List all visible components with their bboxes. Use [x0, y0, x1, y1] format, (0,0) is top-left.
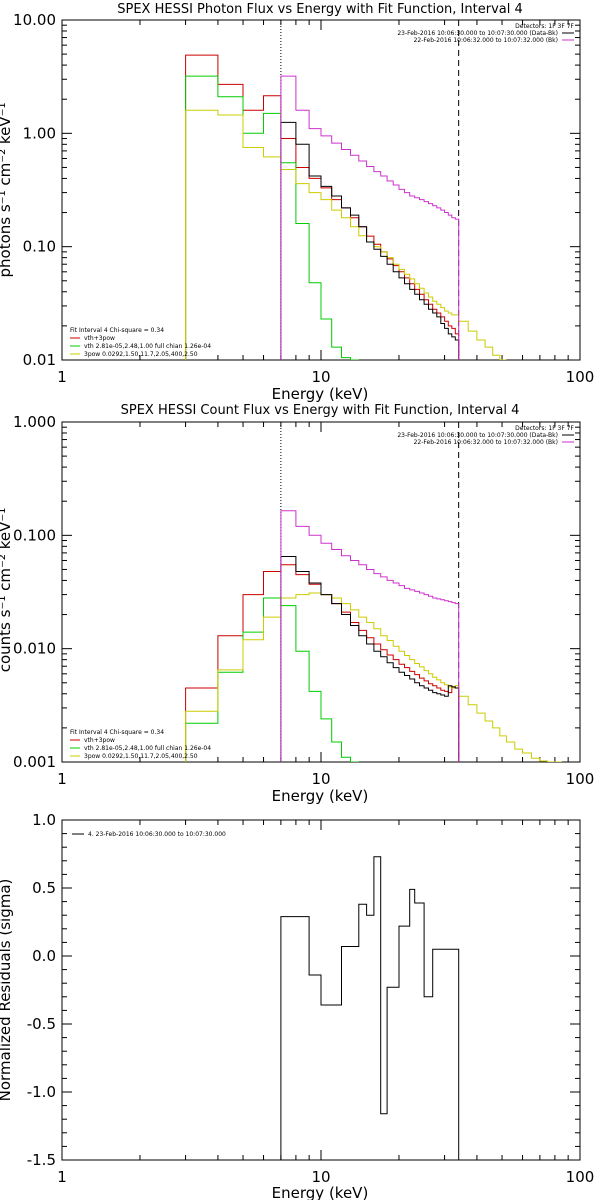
panel1-series-line-2	[185, 109, 507, 360]
panel2-series-line-2	[185, 592, 562, 762]
panel1-ylabel: photons s⁻¹ cm⁻² keV⁻¹	[0, 103, 14, 278]
panel1-ytick-label: 10.00	[13, 11, 56, 29]
panel2-xtick-label: 100	[566, 770, 595, 788]
count-flux-panel: SPEX HESSI Count Flux vs Energy with Fit…	[0, 403, 594, 805]
panel2-series-group	[185, 510, 562, 762]
panel2-fit-legend-header: Fit Interval 4 Chi-square = 0.34	[70, 729, 164, 736]
panel1-ytick-label: 0.01	[23, 351, 56, 369]
panel2-ylabel: counts s⁻¹ cm⁻² keV⁻¹	[0, 508, 14, 673]
panel3-xtick-label: 10	[311, 1168, 330, 1186]
panel3-ytick-label: 0.5	[32, 879, 56, 897]
panel2-title: SPEX HESSI Count Flux vs Energy with Fit…	[121, 403, 520, 418]
panel3-legend-entry: 4. 23-Feb-2016 10:06:30.000 to 10:07:30.…	[88, 831, 226, 838]
panel2-ytick-label: 0.010	[13, 640, 56, 658]
panel2-xtick-label: 10	[311, 770, 330, 788]
photon-flux-panel: SPEX HESSI Photon Flux vs Energy with Fi…	[0, 2, 594, 403]
panel3-xtick-label: 100	[566, 1168, 595, 1186]
panel2-xlabel: Energy (keV)	[272, 787, 369, 805]
panel3-xtick-label: 1	[57, 1168, 67, 1186]
panel3-ytick-label: -0.5	[27, 1015, 56, 1033]
panel2-ytick-label: 0.100	[13, 526, 56, 544]
panel2-fit-legend-entry: vth 2.81e-05,2.48,1.00 full chian 1.26e-…	[84, 745, 211, 752]
panel1-fit-legend-entry: vth+3pow	[84, 335, 115, 342]
panel1-series-line-4	[280, 75, 460, 360]
panel2-series-line-3	[280, 556, 460, 762]
panel1-fit-legend-header: Fit Interval 4 Chi-square = 0.34	[70, 327, 164, 334]
panel1-xtick-label: 100	[566, 368, 595, 386]
panel1-legend-header: Detectors: 1F 3F 7F	[515, 23, 574, 30]
panel1-xtick-label: 1	[57, 368, 67, 386]
panel1-legend-entry: 23-Feb-2016 10:06:30.000 to 10:07:30.000…	[397, 30, 558, 37]
panel2-fit-legend-entry: vth+3pow	[84, 737, 115, 744]
panel3-ytick-label: -1.0	[27, 1083, 56, 1101]
panel3-ytick-label: 1.0	[32, 811, 56, 829]
panel2-legend-entry: 23-Feb-2016 10:06:30.000 to 10:07:30.000…	[397, 432, 558, 439]
panel3-xlabel: Energy (keV)	[272, 1184, 369, 1200]
panel1-fit-legend-entry: 3pow 0.0292,1.50,11.7,2.05,400,2.50	[84, 351, 198, 358]
panel2-series-line-1	[185, 597, 359, 762]
panel3-plot-area: 1 10 100 -1.5 -1.0 -0.5 0.0 0.5 1.0 4. 23-Feb-201…	[27, 811, 595, 1186]
panel3-series-line-0	[280, 856, 460, 1160]
panel1-xtick-label: 10	[311, 368, 330, 386]
residuals-panel: Energy (keV) Normalized Residuals (sigma…	[0, 811, 594, 1200]
panel1-legend-entry: 22-Feb-2016 10:06:32.000 to 10:07:32.000…	[414, 37, 558, 44]
panel2-series-line-4	[280, 510, 460, 762]
panel1-plot-area: 1 10 100 0.01 0.10 1.00 10.00 Detectors: 1F 3F …	[13, 11, 594, 386]
panel2-ytick-label: 0.001	[13, 753, 56, 771]
panel1-fit-legend-entry: vth 2.81e-05,2.48,1.00 full chian 1.26e-…	[84, 343, 211, 350]
panel3-series-group	[280, 856, 460, 1160]
panel2-fit-legend-entry: 3pow 0.0292,1.50,11.7,2.05,400,2.50	[84, 753, 198, 760]
panel1-series-line-1	[185, 75, 359, 360]
panel2-plot-area: 1 10 100 0.001 0.010 0.100 1.000 Detectors: 1F …	[13, 413, 594, 788]
panel3-ylabel: Normalized Residuals (sigma)	[0, 879, 14, 1102]
panel1-title: SPEX HESSI Photon Flux vs Energy with Fi…	[117, 2, 523, 17]
panel1-ytick-label: 0.10	[23, 238, 56, 256]
panel1-xlabel: Energy (keV)	[272, 385, 369, 403]
panel1-series-line-3	[280, 121, 460, 360]
panel2-xtick-label: 1	[57, 770, 67, 788]
panel2-legend-entry: 22-Feb-2016 10:06:32.000 to 10:07:32.000…	[414, 439, 558, 446]
panel1-series-group	[185, 54, 507, 360]
panel3-ytick-label: 0.0	[32, 947, 56, 965]
panel2-legend-header: Detectors: 1F 3F 7F	[515, 425, 574, 432]
panel1-series-line-0	[185, 54, 460, 360]
panel2-ytick-label: 1.000	[13, 413, 56, 431]
panel1-ytick-label: 1.00	[23, 124, 56, 142]
panel3-ytick-label: -1.5	[27, 1151, 56, 1169]
